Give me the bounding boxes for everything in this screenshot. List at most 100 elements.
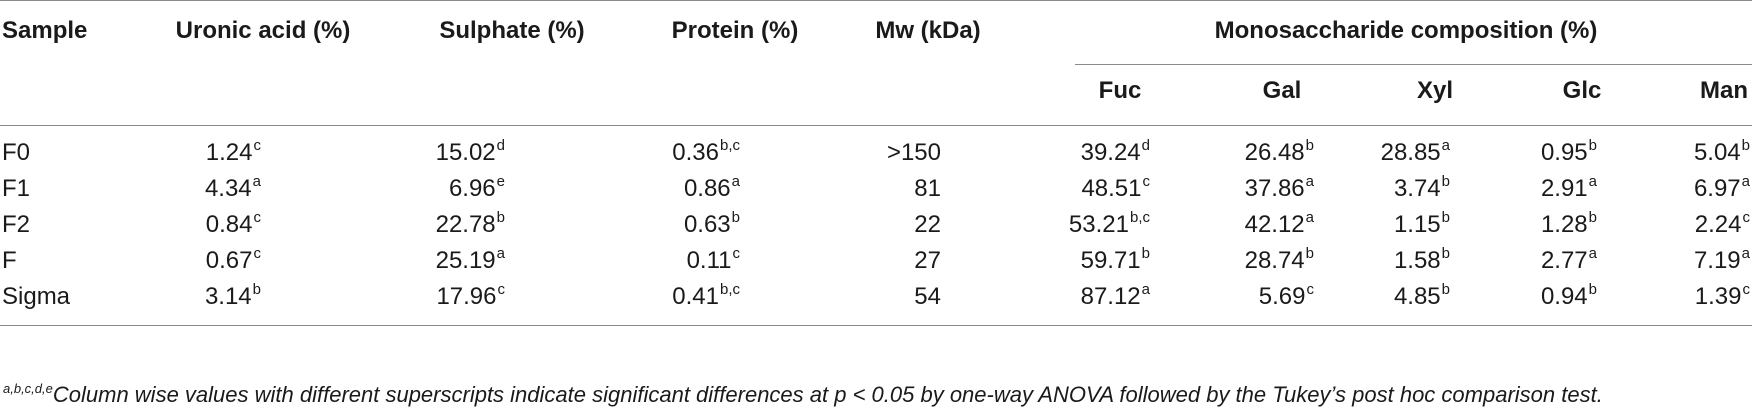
- table-cell-fuc: 59.71b: [1080, 245, 1150, 275]
- cell-value: 0.84: [205, 211, 253, 238]
- cell-value: 22: [914, 211, 941, 238]
- table-cell-xyl: 1.58b: [1393, 245, 1450, 275]
- cell-value: 42.12: [1244, 211, 1305, 238]
- cell-superscript: b: [1588, 137, 1597, 154]
- cell-value: F: [2, 247, 17, 274]
- table-cell-mw: >150: [887, 139, 941, 167]
- cell-value: 17.96: [436, 283, 497, 310]
- cell-value: 6.96: [448, 175, 496, 202]
- cell-superscript: b: [1441, 173, 1450, 190]
- cell-value: F0: [2, 139, 31, 166]
- header-sample: Sample: [2, 17, 88, 44]
- table-cell-mw: 27: [914, 247, 941, 275]
- table-cell-protein: 0.63b: [683, 210, 740, 239]
- cell-value: 87.12: [1080, 283, 1141, 310]
- cell-superscript: b,c: [719, 137, 740, 154]
- table-cell-sample: F2: [2, 211, 30, 239]
- cell-value: 1.24: [205, 139, 253, 166]
- cell-value: 2.24: [1694, 211, 1742, 238]
- table-cell-man: 5.04b: [1694, 137, 1750, 167]
- header-fuc: Fuc: [1098, 77, 1142, 104]
- cell-value: 6.97: [1693, 175, 1741, 202]
- cell-superscript: b: [1741, 137, 1750, 154]
- table-cell-fuc: 48.51c: [1081, 173, 1151, 203]
- header-gal: Gal: [1262, 77, 1302, 104]
- cell-superscript: b: [1441, 245, 1450, 262]
- cell-value: 25.19: [435, 247, 496, 274]
- table-cell-man: 7.19a: [1694, 246, 1750, 275]
- cell-value: 37.86: [1244, 175, 1305, 202]
- cell-value: 0.67: [205, 247, 253, 274]
- cell-value: 53.21: [1068, 211, 1129, 238]
- table-cell-uronic: 3.14b: [204, 281, 261, 311]
- header-glc: Glc: [1562, 77, 1602, 104]
- cell-superscript: b: [252, 281, 261, 298]
- table-cell-sample: Sigma: [2, 283, 70, 311]
- table-cell-sulphate: 25.19a: [435, 245, 505, 275]
- cell-superscript: b: [1305, 137, 1314, 154]
- table-cell-man: 2.24c: [1694, 210, 1750, 239]
- table-cell-fuc: 53.21b,c: [1068, 210, 1150, 239]
- cell-value: 0.63: [683, 211, 731, 238]
- cell-superscript: b: [1588, 209, 1597, 226]
- cell-value: 28.74: [1244, 247, 1305, 274]
- cell-value: 4.85: [1393, 283, 1441, 310]
- header-monosaccharide-group: Monosaccharide composition (%): [1214, 17, 1598, 44]
- cell-value: 0.11: [686, 247, 732, 274]
- table-cell-protein: 0.41b,c: [672, 281, 740, 311]
- cell-value: 59.71: [1080, 247, 1141, 274]
- cell-value: 39.24: [1080, 139, 1141, 166]
- cell-superscript: c: [1142, 173, 1151, 190]
- table-cell-sulphate: 22.78b: [435, 209, 505, 239]
- cell-superscript: b: [1141, 245, 1150, 262]
- cell-superscript: c: [732, 245, 741, 262]
- cell-superscript: c: [497, 281, 506, 298]
- cell-superscript: b: [496, 209, 505, 226]
- header-xyl: Xyl: [1416, 77, 1454, 104]
- cell-value: 4.34: [204, 175, 252, 202]
- cell-superscript: a: [1441, 137, 1450, 154]
- table-cell-glc: 0.94b: [1541, 281, 1597, 311]
- group-rule: [1075, 64, 1752, 65]
- cell-superscript: c: [253, 209, 262, 226]
- cell-value: 3.14: [204, 283, 252, 310]
- header-man: Man: [1700, 77, 1748, 104]
- table-cell-glc: 0.95b: [1540, 137, 1597, 167]
- cell-superscript: c: [1306, 281, 1315, 298]
- cell-superscript: c: [253, 137, 262, 154]
- table-cell-xyl: 28.85a: [1381, 137, 1450, 167]
- cell-superscript: a: [496, 245, 505, 262]
- cell-value: 27: [914, 247, 941, 274]
- table-cell-uronic: 0.67c: [205, 245, 262, 275]
- header-protein: Protein (%): [671, 17, 799, 44]
- table-cell-gal: 26.48b: [1245, 137, 1314, 167]
- cell-value: 0.95: [1540, 139, 1588, 166]
- cell-value: F2: [2, 211, 31, 238]
- table-cell-sulphate: 17.96c: [436, 281, 506, 311]
- table-cell-glc: 2.77a: [1541, 245, 1597, 275]
- table-cell-gal: 42.12a: [1244, 210, 1314, 239]
- table-cell-mw: 22: [914, 211, 941, 239]
- cell-superscript: a: [1741, 173, 1750, 190]
- cell-value: 0.41: [672, 283, 719, 310]
- header-bottom-rule: [0, 125, 1752, 126]
- cell-superscript: b,c: [719, 281, 740, 298]
- cell-value: 5.69: [1258, 283, 1306, 310]
- table-cell-man: 1.39c: [1695, 281, 1751, 311]
- table-cell-glc: 1.28b: [1540, 209, 1597, 239]
- table-cell-gal: 37.86a: [1244, 173, 1314, 203]
- cell-value: 81: [914, 175, 941, 202]
- table-cell-uronic: 0.84c: [205, 209, 262, 239]
- cell-value: 22.78: [435, 211, 496, 238]
- cell-value: 3.74: [1393, 175, 1441, 202]
- cell-superscript: a: [1588, 245, 1597, 262]
- cell-value: 15.02: [435, 139, 496, 166]
- top-rule: [0, 0, 1752, 1]
- table-cell-sample: F0: [2, 139, 30, 167]
- cell-superscript: c: [1742, 281, 1751, 298]
- cell-superscript: b: [1588, 281, 1597, 298]
- cell-value: 1.58: [1393, 247, 1441, 274]
- cell-superscript: c: [253, 245, 262, 262]
- cell-value: 1.28: [1540, 211, 1588, 238]
- cell-superscript: a: [1305, 173, 1314, 190]
